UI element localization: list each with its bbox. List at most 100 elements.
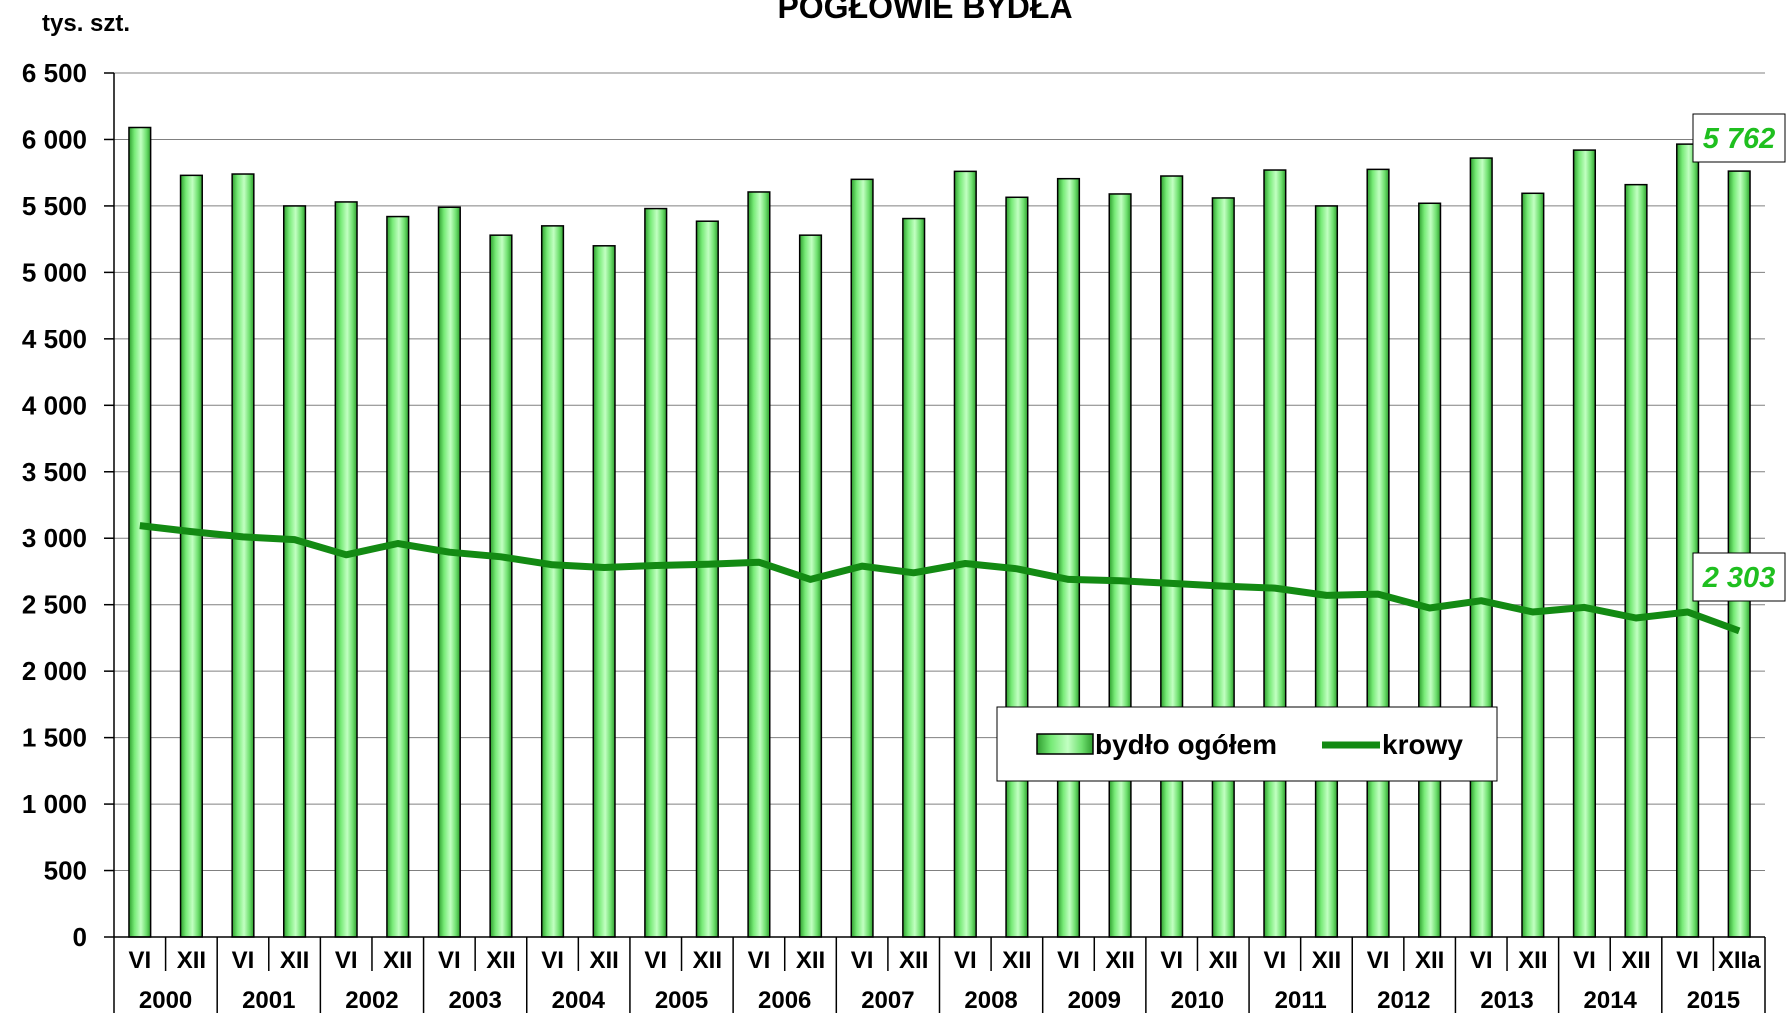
x-tick-label: XII bbox=[796, 947, 825, 974]
legend-label-krowy: krowy bbox=[1382, 729, 1463, 760]
x-tick-label: VI bbox=[335, 947, 358, 974]
x-tick-label: XII bbox=[589, 947, 618, 974]
callout-last-line-value: 2 303 bbox=[1692, 552, 1786, 602]
x-tick-label: VI bbox=[851, 947, 874, 974]
x-tick-label: XII bbox=[177, 947, 206, 974]
bar-bydlo-ogolem bbox=[592, 245, 616, 938]
x-tick-label: VI bbox=[954, 947, 977, 974]
bar-bydlo-ogolem bbox=[231, 173, 255, 938]
x-tick-label: XIIa bbox=[1718, 947, 1761, 974]
callout-last-bar-text: 5 762 bbox=[1703, 123, 1776, 155]
x-year-label: 2007 bbox=[861, 987, 914, 1013]
x-year-label: 2008 bbox=[964, 987, 1017, 1013]
bar-bydlo-ogolem bbox=[386, 215, 410, 938]
y-tick-label: 6 000 bbox=[22, 124, 87, 154]
x-tick-label: XII bbox=[280, 947, 309, 974]
x-year-label: 2006 bbox=[758, 987, 811, 1013]
legend: bydło ogółem krowy bbox=[996, 706, 1498, 782]
x-tick-label: XII bbox=[899, 947, 928, 974]
y-tick-label: 1 000 bbox=[22, 789, 87, 819]
x-year-label: 2015 bbox=[1687, 987, 1740, 1013]
x-tick-label: XII bbox=[1002, 947, 1031, 974]
x-tick-label: XII bbox=[693, 947, 722, 974]
x-tick-label: VI bbox=[1057, 947, 1080, 974]
bar-bydlo-ogolem bbox=[437, 206, 461, 938]
callout-last-line-box bbox=[1692, 552, 1786, 602]
x-year-label: 2012 bbox=[1377, 987, 1430, 1013]
x-tick-label: XII bbox=[486, 947, 515, 974]
x-year-label: 2001 bbox=[242, 987, 295, 1013]
bar-bydlo-ogolem bbox=[334, 201, 358, 938]
bar-bydlo-ogolem bbox=[1211, 197, 1235, 938]
bar-bydlo-ogolem bbox=[1056, 177, 1081, 938]
x-tick-label: VI bbox=[1676, 947, 1699, 974]
bar-bydlo-ogolem bbox=[953, 170, 977, 938]
y-tick-label: 500 bbox=[44, 856, 87, 886]
bar-bydlo-ogolem bbox=[1160, 175, 1184, 938]
bar-bydlo-ogolem bbox=[1469, 157, 1493, 938]
line-krowy bbox=[139, 522, 1741, 635]
x-tick-label: XII bbox=[1415, 947, 1444, 974]
x-tick-label: VI bbox=[1367, 947, 1390, 974]
bars-bydlo-ogolem bbox=[128, 126, 1751, 938]
bar-bydlo-ogolem bbox=[902, 217, 926, 938]
legend-swatch-bydlo-ogolem bbox=[1036, 733, 1094, 755]
bar-bydlo-ogolem bbox=[1263, 169, 1287, 938]
y-tick-label: 2 000 bbox=[22, 656, 87, 686]
bar-bydlo-ogolem bbox=[282, 205, 307, 938]
y-axis-unit-label: tys. szt. bbox=[42, 10, 130, 37]
x-year-label: 2005 bbox=[655, 987, 708, 1013]
series-line-krowy bbox=[139, 522, 1741, 635]
bar-bydlo-ogolem bbox=[1366, 168, 1390, 938]
y-tick-label: 3 500 bbox=[22, 457, 87, 487]
x-tick-label: XII bbox=[1518, 947, 1547, 974]
bar-bydlo-ogolem bbox=[179, 174, 203, 938]
x-axis: VI XII VI XII VI XII VI XII VI XII VI XII VI XII VI XII… bbox=[113, 936, 1766, 1013]
x-tick-label: VI bbox=[1573, 947, 1596, 974]
bar-bydlo-ogolem bbox=[644, 207, 668, 938]
y-tick-label: 1 500 bbox=[22, 723, 87, 753]
x-tick-label: VI bbox=[541, 947, 564, 974]
y-tick-label: 5 000 bbox=[22, 257, 87, 287]
x-tick-label: XII bbox=[383, 947, 412, 974]
bar-bydlo-ogolem bbox=[1521, 192, 1545, 938]
x-year-label: 2003 bbox=[448, 987, 501, 1013]
x-tick-label: XII bbox=[1105, 947, 1134, 974]
y-tick-label: 5 500 bbox=[22, 191, 87, 221]
gridlines bbox=[114, 72, 1765, 872]
x-year-label: 2010 bbox=[1171, 987, 1224, 1013]
y-tick-label: 3 000 bbox=[22, 523, 87, 553]
y-tick-label: 4 500 bbox=[22, 324, 87, 354]
x-year-label: 2013 bbox=[1480, 987, 1533, 1013]
bar-bydlo-ogolem bbox=[1108, 193, 1132, 938]
x-tick-label: VI bbox=[1264, 947, 1287, 974]
x-year-label: 2014 bbox=[1584, 987, 1638, 1013]
x-tick-label: XII bbox=[1209, 947, 1238, 974]
bar-bydlo-ogolem bbox=[695, 220, 719, 938]
x-tick-label: VI bbox=[748, 947, 771, 974]
x-year-label: 2011 bbox=[1275, 987, 1327, 1013]
callout-last-line-text: 2 303 bbox=[1702, 562, 1776, 594]
x-tick-label: VI bbox=[1470, 947, 1493, 974]
y-axis: 0 500 1 000 1 500 2 000 2 500 3 000 3 500 4 000 4… bbox=[22, 58, 115, 952]
bar-bydlo-ogolem bbox=[1418, 202, 1442, 938]
callout-last-bar-box bbox=[1692, 113, 1786, 163]
bar-bydlo-ogolem bbox=[540, 225, 565, 938]
chart-title: POGŁOWIE BYDŁA bbox=[777, 0, 1072, 25]
legend-box bbox=[996, 706, 1498, 782]
bar-bydlo-ogolem bbox=[1624, 183, 1648, 938]
x-tick-label: XII bbox=[1312, 947, 1341, 974]
bar-bydlo-ogolem bbox=[798, 234, 823, 938]
x-tick-label: XII bbox=[1621, 947, 1650, 974]
x-year-label: 2004 bbox=[552, 987, 606, 1013]
x-year-label: 2009 bbox=[1068, 987, 1121, 1013]
x-tick-label: VI bbox=[128, 947, 151, 974]
x-tick-label: VI bbox=[232, 947, 255, 974]
bar-bydlo-ogolem bbox=[489, 234, 513, 938]
bar-bydlo-ogolem bbox=[850, 178, 874, 938]
legend-label-bydlo-ogolem: bydło ogółem bbox=[1095, 729, 1277, 760]
x-tick-label: VI bbox=[644, 947, 667, 974]
y-tick-label: 0 bbox=[73, 922, 87, 952]
y-tick-label: 4 000 bbox=[22, 390, 87, 420]
